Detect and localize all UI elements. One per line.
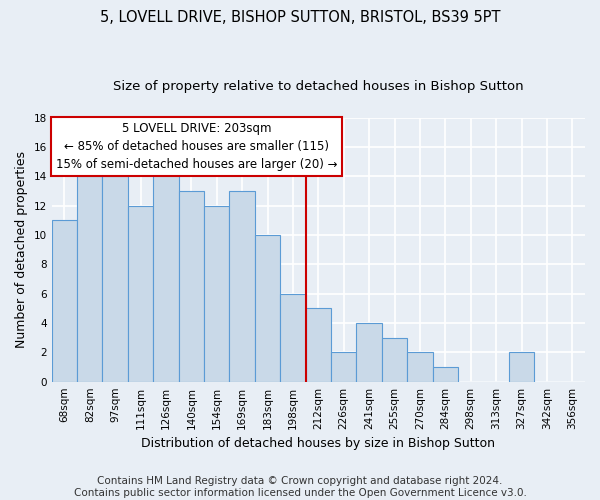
Bar [52,220,77,382]
Bar [153,162,179,382]
Bar [433,367,458,382]
Bar [128,206,153,382]
Title: Size of property relative to detached houses in Bishop Sutton: Size of property relative to detached ho… [113,80,524,93]
Bar [280,294,305,382]
Text: 5 LOVELL DRIVE: 203sqm
← 85% of detached houses are smaller (115)
15% of semi-de: 5 LOVELL DRIVE: 203sqm ← 85% of detached… [56,122,337,171]
Bar [179,191,204,382]
Bar [204,206,229,382]
Bar [103,176,128,382]
Bar [356,323,382,382]
Bar [331,352,356,382]
Text: Contains HM Land Registry data © Crown copyright and database right 2024.
Contai: Contains HM Land Registry data © Crown c… [74,476,526,498]
Bar [509,352,534,382]
Bar [305,308,331,382]
X-axis label: Distribution of detached houses by size in Bishop Sutton: Distribution of detached houses by size … [142,437,496,450]
Bar [255,235,280,382]
Bar [382,338,407,382]
Y-axis label: Number of detached properties: Number of detached properties [15,151,28,348]
Text: 5, LOVELL DRIVE, BISHOP SUTTON, BRISTOL, BS39 5PT: 5, LOVELL DRIVE, BISHOP SUTTON, BRISTOL,… [100,10,500,25]
Bar [229,191,255,382]
Bar [407,352,433,382]
Bar [77,176,103,382]
